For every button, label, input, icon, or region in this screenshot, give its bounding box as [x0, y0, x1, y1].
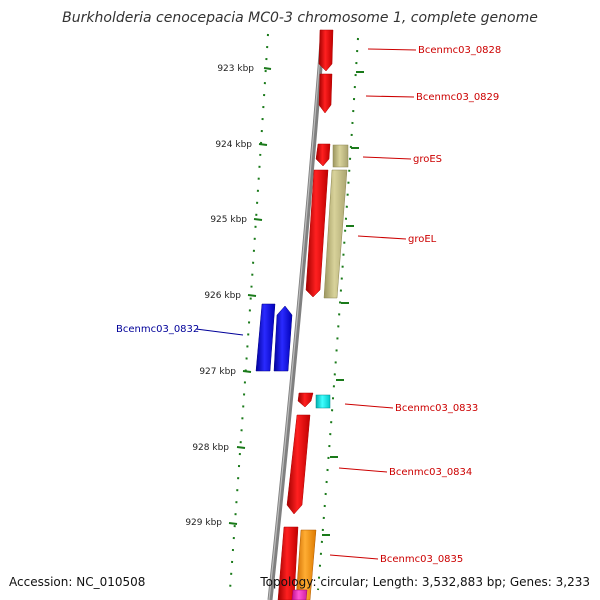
leader-line: [365, 95, 415, 98]
leader-line: [357, 235, 407, 240]
gene-label[interactable]: groEL: [408, 234, 437, 245]
gene-arrow-groes[interactable]: [315, 143, 331, 167]
scale-label: 927 kbp: [199, 367, 236, 377]
feature-bcenmc03-0835-orange: [295, 529, 317, 600]
scale-tick: [247, 294, 257, 297]
inner-track-guide: [317, 37, 359, 591]
gene-label[interactable]: Bcenmc03_0828: [418, 45, 501, 56]
scale-tick: [258, 143, 268, 146]
gene-label[interactable]: groES: [413, 154, 442, 165]
feature-bcenmc03-0833-cyan: [315, 394, 331, 409]
scale-label: 924 kbp: [215, 140, 252, 150]
scale-label: 929 kbp: [185, 518, 222, 528]
scale-tick: [242, 370, 252, 373]
leader-line: [362, 156, 412, 160]
gene-block-bcenmc03-0832-left[interactable]: [255, 303, 276, 372]
gene-arrow-bcenmc03-0832-right[interactable]: [273, 305, 293, 372]
outer-track-guide: [229, 33, 269, 591]
leader-line: [344, 403, 394, 409]
feature-groel-tan: [323, 169, 348, 299]
gene-label[interactable]: Bcenmc03_0833: [395, 403, 478, 414]
leader-line: [367, 48, 417, 51]
gene-arrow-groel[interactable]: [305, 169, 329, 298]
leader-line: [195, 328, 244, 336]
chromosome-backbone-highlight: [268, 29, 323, 600]
scale-tick: [228, 522, 238, 525]
gene-arrow-bcenmc03-0829[interactable]: [318, 73, 333, 114]
scale-label: 925 kbp: [210, 215, 247, 225]
gene-arrow-bcenmc03-0833[interactable]: [297, 392, 314, 408]
scale-tick: [253, 218, 263, 221]
gene-arrow-bcenmc03-0834[interactable]: [286, 414, 311, 515]
scale-label: 926 kbp: [204, 291, 241, 301]
leader-line: [338, 467, 388, 473]
gene-arrow-bcenmc03-0835[interactable]: [277, 526, 299, 600]
gene-label[interactable]: Bcenmc03_0829: [416, 92, 499, 103]
scale-label: 928 kbp: [192, 443, 229, 453]
scale-tick: [236, 446, 246, 449]
gene-label[interactable]: Bcenmc03_0834: [389, 467, 472, 478]
scale-label: 923 kbp: [217, 64, 254, 74]
feature-bcenmc03-0835-magenta: [291, 589, 308, 600]
chromosome-backbone: [267, 29, 326, 600]
gene-label[interactable]: Bcenmc03_0832: [116, 324, 199, 335]
gene-arrow-bcenmc03-0828[interactable]: [318, 29, 334, 72]
feature-groes-tan: [332, 144, 349, 168]
gene-label[interactable]: Bcenmc03_0835: [380, 554, 463, 565]
accession-text: Accession: NC_010508: [9, 575, 146, 589]
scale-tick: [263, 67, 272, 70]
leader-line: [329, 554, 379, 560]
page-title: Burkholderia cenocepacia MC0-3 chromosom…: [62, 10, 538, 26]
topology-text: Topology: circular; Length: 3,532,883 bp…: [260, 575, 590, 589]
